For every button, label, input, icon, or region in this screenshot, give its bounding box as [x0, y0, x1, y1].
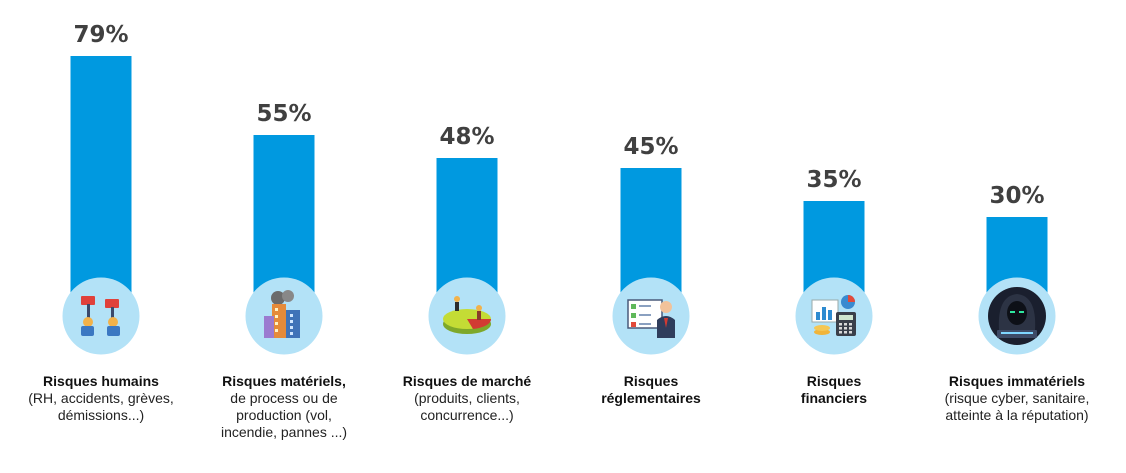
category-label-4: Risques réglementaires — [591, 373, 711, 407]
law-scale-icon — [627, 299, 675, 338]
category-label-6: Risques immatériels (risque cyber, sanita… — [935, 373, 1100, 424]
value-label-6: 30% — [989, 183, 1044, 209]
market-pie-chart-icon — [443, 296, 492, 334]
people-protest-icon — [81, 296, 120, 336]
value-label-5: 35% — [806, 167, 861, 193]
bar-1 — [70, 56, 132, 316]
category-label-3: Risques de marché (produits, clients, con… — [400, 373, 535, 424]
value-label-4: 45% — [623, 134, 678, 160]
hacker-icon — [988, 287, 1046, 345]
value-label-2: 55% — [256, 101, 311, 127]
category-detail: de process ou de production (vol, incend… — [220, 390, 348, 440]
value-label-1: 79% — [73, 22, 128, 48]
category-detail: (risque cyber, sanitaire, atteinte à la … — [944, 390, 1090, 423]
icon-circle-1 — [62, 277, 140, 355]
category-label-2: Risques matériels, de process ou de produ… — [209, 373, 359, 441]
building-fire-icon — [264, 290, 300, 338]
category-label-1: Risques humains (RH, accidents, grèves, d… — [16, 373, 186, 424]
category-title: Risques réglementaires — [601, 373, 701, 406]
finance-calculator-icon — [811, 295, 856, 336]
value-label-3: 48% — [439, 124, 494, 150]
category-detail: (produits, clients, concurrence...) — [414, 390, 520, 423]
category-title: Risques matériels, — [222, 373, 346, 389]
category-title: Risques humains — [43, 373, 159, 389]
category-title: Risques financiers — [800, 373, 868, 406]
category-detail: (RH, accidents, grèves, démissions...) — [28, 390, 174, 423]
category-label-5: Risques financiers — [774, 373, 894, 407]
category-title: Risques de marché — [402, 373, 532, 389]
category-title: Risques immatériels — [948, 373, 1086, 389]
